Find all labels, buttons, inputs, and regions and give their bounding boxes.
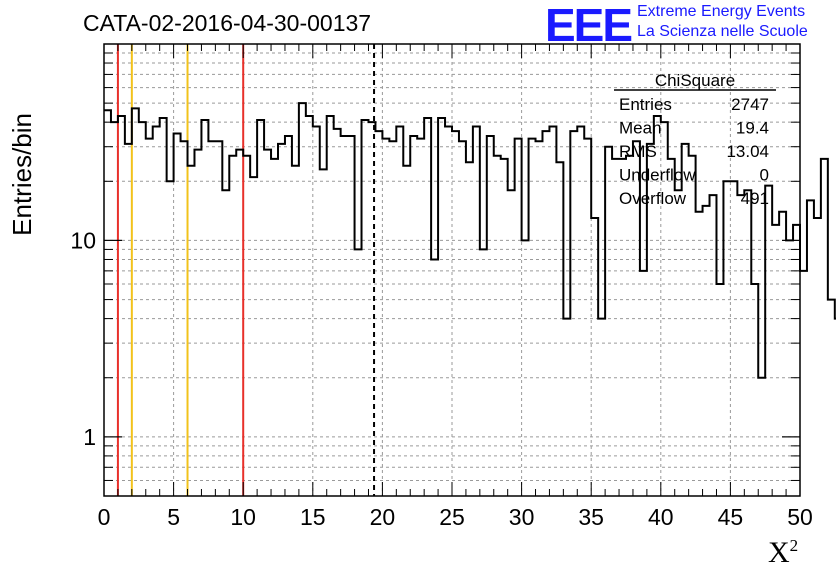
x-tick-label: 25 <box>439 504 465 530</box>
reference-lines <box>116 44 376 496</box>
x-tick-label: 35 <box>578 504 604 530</box>
x-tick-label: 20 <box>370 504 396 530</box>
x-tick-label: 15 <box>300 504 326 530</box>
x-tick-label: 5 <box>167 504 180 530</box>
stats-label: Overflow <box>619 189 687 208</box>
stats-box: ChiSquare Entries 2747 Mean 19.4 RMS 13.04 Unde… <box>614 71 776 208</box>
axes: 0 5 10 15 20 25 30 35 40 45 50 1 10 <box>70 43 813 530</box>
logo-caption-line1: Extreme Energy Events <box>637 3 806 20</box>
y-tick-label: 1 <box>83 424 96 450</box>
x-tick-label: 45 <box>718 504 744 530</box>
x-tick-label: 50 <box>787 504 813 530</box>
stats-value: 2747 <box>731 95 769 114</box>
stats-value: 13.04 <box>726 142 769 161</box>
x-axis-label: X2 <box>768 536 799 569</box>
stats-value: 491 <box>741 189 769 208</box>
x-tick-label: 0 <box>98 504 111 530</box>
chart-title: CATA-02-2016-04-30-00137 <box>83 10 372 36</box>
stats-label: Entries <box>619 95 672 114</box>
logo-caption-line2: La Scienza nelle Scuole <box>637 23 808 40</box>
stats-value: 0 <box>760 166 769 185</box>
x-tick-label: 30 <box>509 504 535 530</box>
histogram <box>104 102 836 379</box>
stats-label: Mean <box>619 119 662 138</box>
grid <box>104 44 800 496</box>
eee-logo: EEE <box>545 0 633 51</box>
stats-header: ChiSquare <box>655 71 735 90</box>
stats-label: Underflow <box>619 166 696 185</box>
x-tick-label: 40 <box>648 504 674 530</box>
stats-label: RMS <box>619 142 657 161</box>
stats-value: 19.4 <box>736 119 769 138</box>
y-tick-label: 10 <box>70 227 96 253</box>
x-tick-label: 10 <box>230 504 256 530</box>
histogram-outline <box>104 102 836 379</box>
